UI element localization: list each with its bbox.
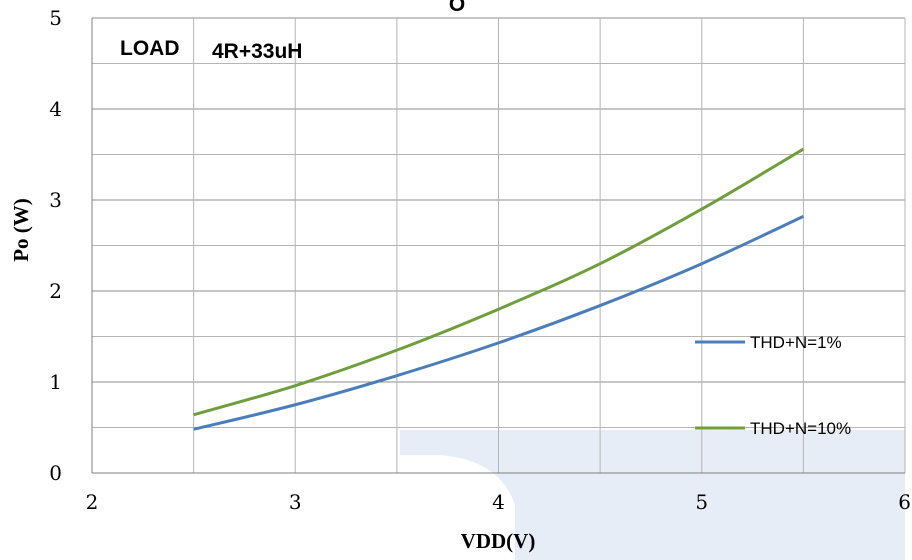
legend-label-series-1: THD+N=1% [750,333,842,352]
x-tick-label: 6 [898,490,911,514]
series-line-1 [193,215,805,431]
y-tick-label: 2 [49,279,62,303]
y-tick-label: 1 [49,370,62,394]
x-tick-label: 2 [86,490,99,514]
y-axis-label: Po (W) [9,198,33,262]
gridlines [91,17,906,474]
load-label: LOAD [120,37,180,60]
y-tick-label: 0 [49,461,62,485]
watermark-shape [400,430,905,560]
x-tick-label: 3 [289,490,302,514]
series-lines [193,147,805,431]
chart-title: O [449,0,465,16]
x-tick-label: 5 [695,490,708,514]
y-tick-label: 5 [49,6,62,30]
y-tick-label: 4 [49,97,62,121]
x-tick-label: 4 [492,490,505,514]
axes [91,18,905,474]
y-tick-label: 3 [49,188,62,212]
x-axis-label: VDD(V) [461,529,536,553]
load-value: 4R+33uH [212,40,302,63]
legend: THD+N=1% THD+N=10% [695,333,851,438]
tick-labels: 2 3 4 5 6 0 1 2 3 4 5 [49,6,911,514]
series-line-2 [193,147,805,417]
legend-label-series-2: THD+N=10% [750,419,851,438]
